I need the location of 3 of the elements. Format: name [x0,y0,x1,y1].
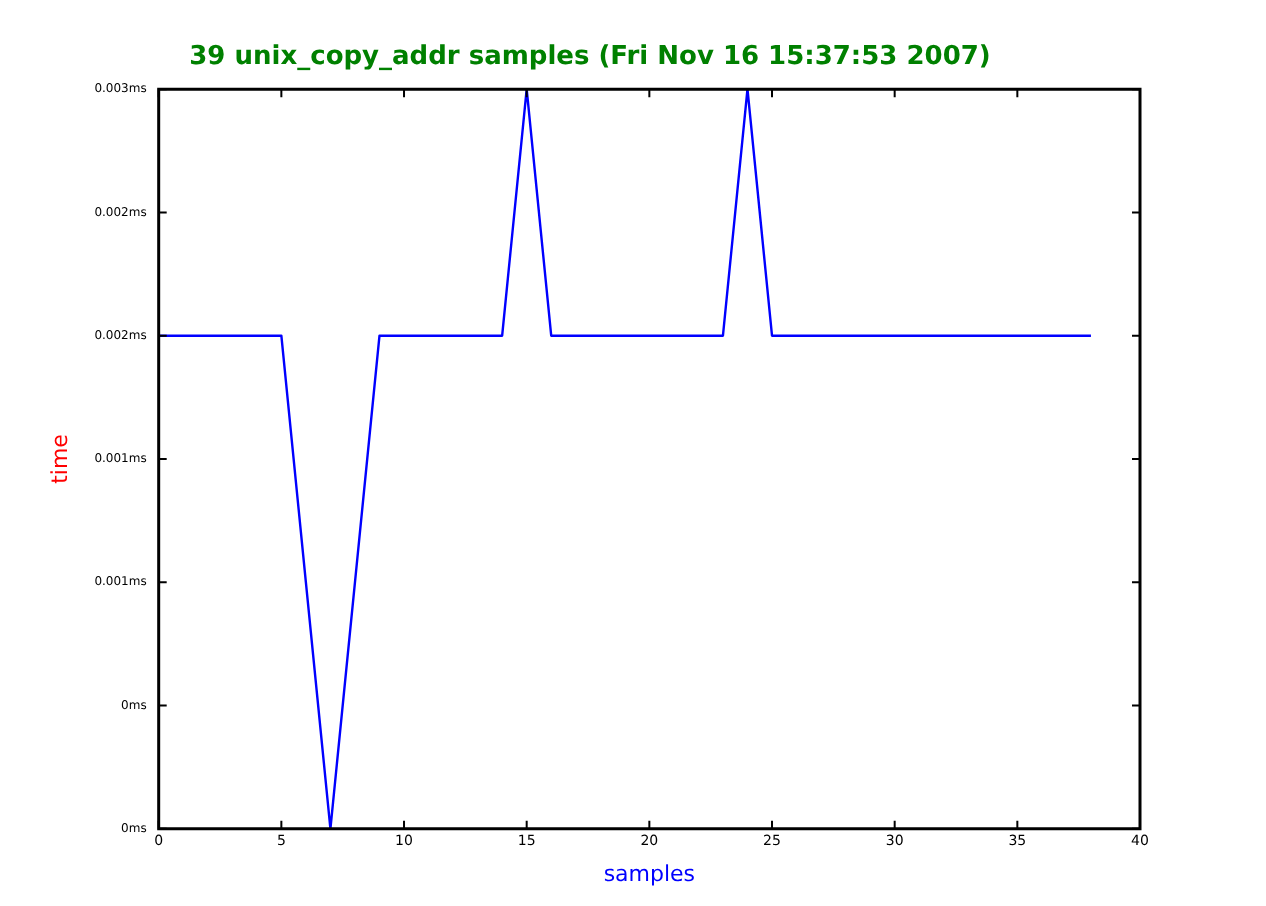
chart-title: 39 unix_copy_addr samples (Fri Nov 16 15:37:53 2007) [189,42,991,73]
y-axis-title: time [46,433,73,484]
x-axis-title: samples [603,860,696,887]
